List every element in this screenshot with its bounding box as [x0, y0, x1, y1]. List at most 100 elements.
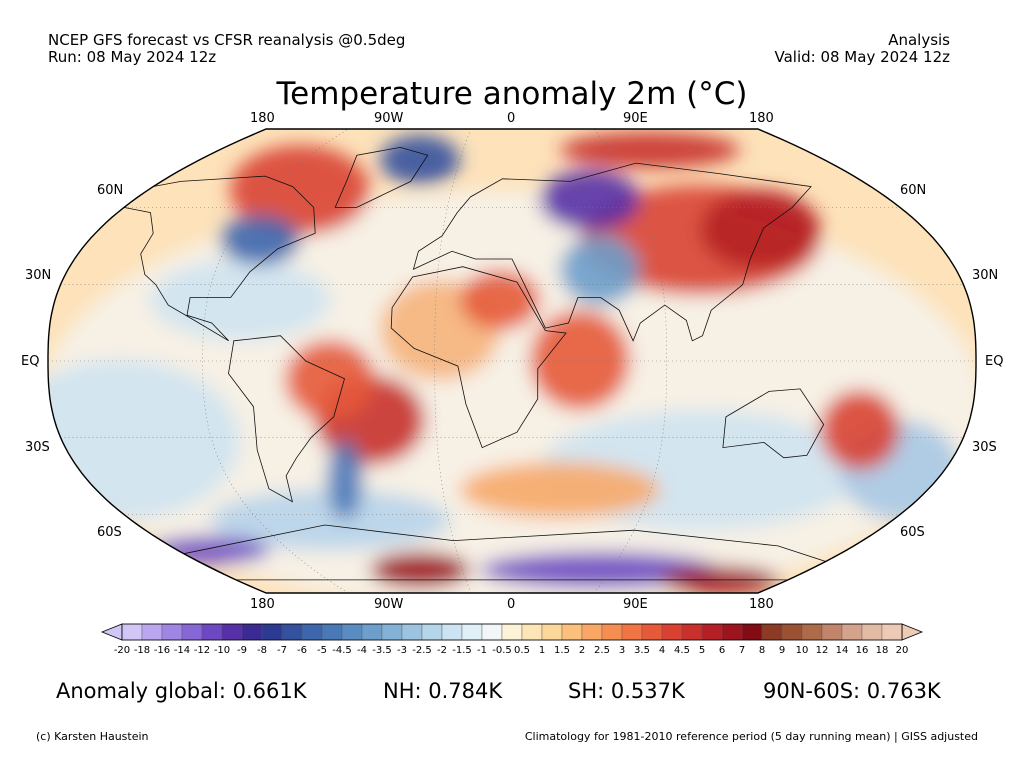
anomaly-patch [460, 462, 660, 518]
credit: (c) Karsten Haustein [36, 730, 149, 743]
colorbar-tick-label: 4.5 [674, 645, 690, 656]
colorbar-cell [861, 623, 883, 641]
colorbar-cell [161, 623, 183, 641]
anomaly-patch [530, 310, 630, 410]
anomaly-patch [460, 270, 540, 330]
colorbar-tick-label: 20 [896, 645, 909, 656]
colorbar-cell [661, 623, 683, 641]
colorbar-cell [281, 623, 303, 641]
colorbar-tick-label: 3 [619, 645, 625, 656]
colorbar-cell [561, 623, 583, 641]
colorbar-cell [601, 623, 623, 641]
global-anomaly: Anomaly global: 0.661K [56, 679, 307, 703]
colorbar-frame [121, 623, 903, 641]
colorbar-cell [841, 623, 863, 641]
colorbar-tick-label: -14 [174, 645, 190, 656]
colorbar-cell [461, 623, 483, 641]
globe-outline [47, 128, 977, 594]
anomaly-patch [327, 440, 363, 520]
colorbar-cell [801, 623, 823, 641]
colorbar-tick-label: -2.5 [412, 645, 432, 656]
lon-label-bottom-180e: 180 [749, 597, 774, 612]
coastline-south-america [228, 335, 345, 503]
lat-label-right-eq: EQ [985, 354, 1004, 369]
anomaly-patch [540, 170, 640, 230]
colorbar-cell [241, 623, 263, 641]
climatology-note: Climatology for 1981-2010 reference peri… [524, 730, 978, 743]
lat-label-left-30n: 30N [25, 268, 52, 283]
lat-label-left-60s: 60S [97, 525, 122, 540]
colorbar-tick-label: 2.5 [594, 645, 610, 656]
anomaly-patch [220, 215, 300, 265]
colorbar-tick-label: -12 [194, 645, 210, 656]
lat-label-right-30s: 30S [972, 440, 997, 455]
arctic-anomaly: 90N-60S: 0.763K [763, 679, 941, 703]
colorbar-cell [361, 623, 383, 641]
colorbar-tick-label: -9 [237, 645, 247, 656]
nh-anomaly: NH: 0.784K [383, 679, 503, 703]
colorbar-tick-label: -4.5 [332, 645, 352, 656]
colorbar-tick-label: 1 [539, 645, 545, 656]
anomaly-patch [210, 490, 450, 550]
colorbar-tick-label: -8 [257, 645, 267, 656]
colorbar-cell [381, 623, 403, 641]
lon-label-top-90w: 90W [374, 111, 404, 126]
colorbar-cell [261, 623, 283, 641]
coastline-antarctica [182, 524, 827, 581]
colorbar-tick-label: -1 [477, 645, 487, 656]
colorbar-cell [501, 623, 523, 641]
colorbar-over-arrow [901, 623, 924, 641]
meridian-line [434, 129, 472, 593]
colorbar-tick-label: -0.5 [492, 645, 512, 656]
anomaly-patch [820, 390, 900, 470]
colorbar-cell [181, 623, 203, 641]
colorbar-under-arrow [100, 623, 123, 641]
colorbar-cell [621, 623, 643, 641]
lat-label-right-60s: 60S [900, 525, 925, 540]
lon-label-top-180e: 180 [749, 111, 774, 126]
colorbar-cell [641, 623, 663, 641]
lat-label-right-30n: 30N [972, 268, 999, 283]
anomaly-patch [560, 132, 740, 168]
anomaly-patch [700, 190, 820, 270]
lon-label-bottom-90w: 90W [374, 597, 404, 612]
colorbar-tick-label: 14 [836, 645, 849, 656]
colorbar-cell [421, 623, 443, 641]
lat-label-right-60n: 60N [900, 183, 927, 198]
colorbar-tick-label: -3 [397, 645, 407, 656]
colorbar-cell [541, 623, 563, 641]
colorbar-cell [821, 623, 843, 641]
colorbar-tick-label: 8 [759, 645, 765, 656]
colorbar-cell [401, 623, 423, 641]
lon-label-bottom-90e: 90E [623, 597, 648, 612]
coastline-north-america [97, 175, 316, 342]
anomaly-patch [285, 340, 375, 420]
colorbar-cell [121, 623, 143, 641]
colorbar-tick-label: -2 [437, 645, 447, 656]
anomaly-patch [150, 260, 330, 340]
coastline-greenland [334, 146, 429, 208]
colorbar-tick-label: 16 [856, 645, 869, 656]
map-title: Temperature anomaly 2m (°C) [276, 76, 748, 112]
anomaly-patch [480, 552, 720, 588]
colorbar-tick-label: 12 [816, 645, 829, 656]
colorbar-cell [521, 623, 543, 641]
colorbar-cell [581, 623, 603, 641]
lon-label-top-180w: 180 [250, 111, 275, 126]
colorbar-tick-label: 4 [659, 645, 665, 656]
lon-label-bottom-0: 0 [507, 597, 516, 612]
colorbar-cell [441, 623, 463, 641]
colorbar-tick-label: 2 [579, 645, 585, 656]
colorbar-cell [721, 623, 743, 641]
anomaly-patch [370, 552, 470, 588]
colorbar-tick-label: -20 [114, 645, 130, 656]
colorbar-tick-label: 10 [796, 645, 809, 656]
colorbar-tick-label: 18 [876, 645, 889, 656]
colorbar-cell [141, 623, 163, 641]
colorbar-cell [781, 623, 803, 641]
colorbar-tick-label: 7 [739, 645, 745, 656]
colorbar-tick-label: -16 [154, 645, 170, 656]
sh-anomaly: SH: 0.537K [568, 679, 685, 703]
